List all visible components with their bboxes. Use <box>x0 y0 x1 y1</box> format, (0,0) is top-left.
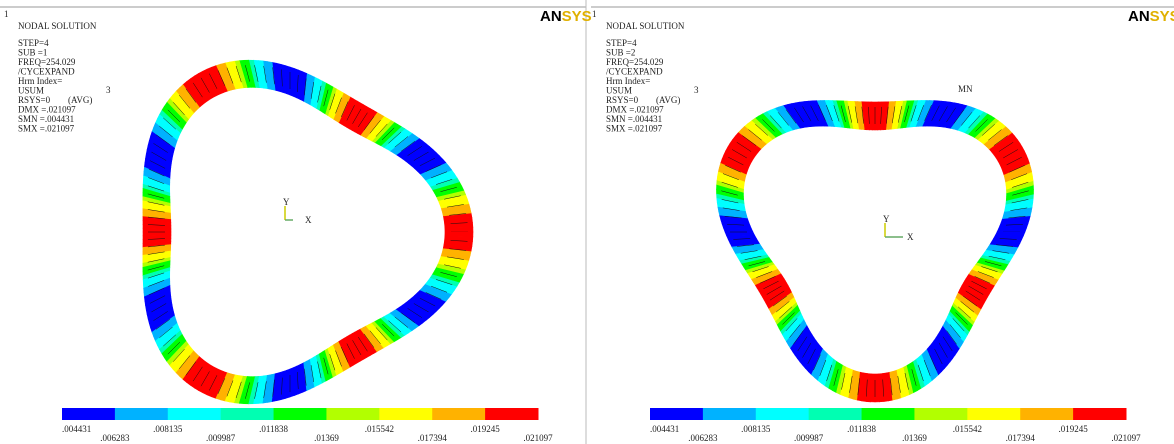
legend-swatch <box>326 408 379 420</box>
ring-element <box>286 369 290 398</box>
legend-label: .006283 <box>688 433 718 443</box>
legend-label: .006283 <box>100 433 130 443</box>
ring-element <box>723 228 753 232</box>
result-title: NODAL SOLUTION <box>18 21 97 31</box>
result-info: FREQ=254.029 <box>18 57 76 67</box>
result-info: SMX =.021097 <box>606 124 663 134</box>
legend-label: .021097 <box>1111 433 1141 443</box>
logo: ANSYS <box>540 8 592 25</box>
result-info: SMX =.021097 <box>18 124 75 134</box>
legend-swatch <box>1020 408 1073 420</box>
logo: ANSYS <box>1128 8 1174 25</box>
legend-label: .011838 <box>847 424 876 434</box>
legend-swatch <box>809 408 862 420</box>
result-info: Hrm Index= <box>18 76 62 86</box>
logo-an: AN <box>540 8 562 25</box>
legend-swatch <box>168 408 221 420</box>
result-info: RSYS=0 <box>18 95 51 105</box>
result-info: SUB =2 <box>606 48 635 58</box>
legend-swatch <box>650 408 703 420</box>
legend-label: .011838 <box>259 424 288 434</box>
axis-y-label: Y <box>283 197 290 207</box>
harmonic-index: 3 <box>694 85 699 95</box>
legend-swatch <box>221 408 274 420</box>
ring-element <box>875 102 878 130</box>
result-info: USUM <box>18 86 44 96</box>
result-info: STEP=4 <box>606 38 637 48</box>
result-info: USUM <box>606 86 632 96</box>
axis-x-label: X <box>907 232 914 242</box>
legend-swatch <box>115 408 168 420</box>
legend-label: .008135 <box>741 424 771 434</box>
window-number: 1 <box>592 9 597 19</box>
legend-label: .017394 <box>418 433 448 443</box>
background <box>0 0 1174 444</box>
result-info: FREQ=254.029 <box>606 57 664 67</box>
result-info: /CYCEXPAND <box>18 67 75 77</box>
legend-label: .01369 <box>902 433 927 443</box>
ring-element <box>995 232 1025 236</box>
avg-label: (AVG) <box>656 95 680 105</box>
result-info: RSYS=0 <box>606 95 639 105</box>
legend-swatch <box>1073 408 1126 420</box>
result-info: STEP=4 <box>18 38 49 48</box>
legend-label: .015542 <box>365 424 394 434</box>
ansys-screen: 1NODAL SOLUTIONSTEP=4SUB =1FREQ=254.029/… <box>0 0 1174 444</box>
legend-label: .009987 <box>794 433 824 443</box>
legend-swatch <box>756 408 809 420</box>
result-info: DMX =.021097 <box>606 105 664 115</box>
result-info: /CYCEXPAND <box>606 67 663 77</box>
legend-swatch <box>485 408 538 420</box>
logo-sys: SYS <box>562 8 592 25</box>
legend-swatch <box>703 408 756 420</box>
result-info: Hrm Index= <box>606 76 650 86</box>
legend-swatch <box>862 408 915 420</box>
legend-swatch <box>967 408 1020 420</box>
ring-element <box>290 67 294 96</box>
legend-swatch <box>379 408 432 420</box>
avg-label: (AVG) <box>68 95 92 105</box>
legend-label: .019245 <box>1058 424 1088 434</box>
result-info: SMN =.004431 <box>606 114 662 124</box>
legend-swatch <box>274 408 327 420</box>
harmonic-index: 3 <box>106 85 111 95</box>
window-number: 1 <box>4 9 9 19</box>
ring-element <box>445 232 473 237</box>
ring-element <box>871 374 875 402</box>
legend-label: .021097 <box>523 433 553 443</box>
axis-x-label: X <box>305 215 312 225</box>
legend-swatch <box>432 408 485 420</box>
legend-label: .004431 <box>650 424 679 434</box>
min-marker: MN <box>958 84 973 94</box>
result-info: DMX =.021097 <box>18 105 76 115</box>
result-info: SMN =.004431 <box>18 114 74 124</box>
logo-sys: SYS <box>1150 8 1174 25</box>
legend-swatch <box>914 408 967 420</box>
logo-an: AN <box>1128 8 1150 25</box>
legend-label: .015542 <box>953 424 982 434</box>
legend-label: .009987 <box>206 433 236 443</box>
legend-label: .019245 <box>470 424 500 434</box>
result-info: SUB =1 <box>18 48 47 58</box>
legend-label: .01369 <box>314 433 339 443</box>
result-title: NODAL SOLUTION <box>606 21 685 31</box>
legend-swatch <box>62 408 115 420</box>
legend-label: .004431 <box>62 424 91 434</box>
legend-label: .008135 <box>153 424 183 434</box>
ring-element <box>143 228 171 232</box>
legend-label: .017394 <box>1006 433 1036 443</box>
axis-y-label: Y <box>883 214 890 224</box>
